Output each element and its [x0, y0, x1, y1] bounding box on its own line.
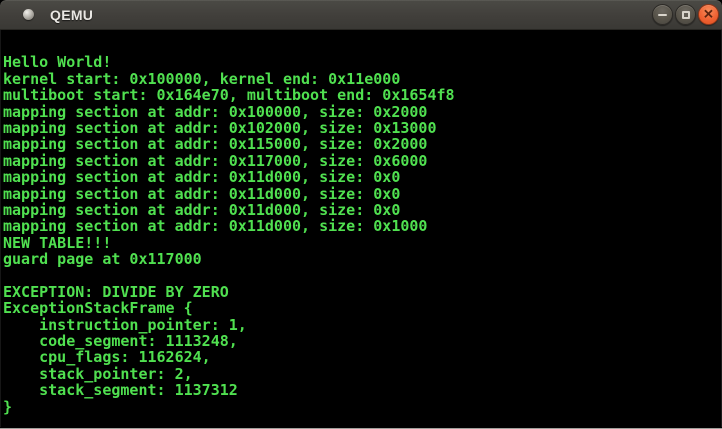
console-line: multiboot start: 0x164e70, multiboot end… [3, 86, 455, 105]
console-line: mapping section at addr: 0x115000, size:… [3, 135, 428, 154]
console-line: mapping section at addr: 0x102000, size:… [3, 118, 437, 137]
console-line: NEW TABLE!!! [3, 233, 112, 252]
titlebar[interactable]: QEMU ✕ [0, 0, 722, 30]
console-line: mapping section at addr: 0x11d000, size:… [3, 168, 401, 187]
console-line: stack_segment: 1137312 [3, 381, 238, 400]
close-button[interactable]: ✕ [698, 4, 719, 25]
console-line: mapping section at addr: 0x100000, size:… [3, 102, 428, 121]
console-line: stack_pointer: 2, [3, 364, 193, 383]
console-line: guard page at 0x117000 [3, 250, 202, 269]
console-screen[interactable]: Hello World! kernel start: 0x100000, kern… [0, 30, 722, 427]
console-line [3, 267, 721, 283]
console-line: mapping section at addr: 0x11d000, size:… [3, 184, 401, 203]
close-icon: ✕ [703, 6, 714, 22]
console-line [3, 38, 721, 54]
console-line: kernel start: 0x100000, kernel end: 0x11… [3, 69, 401, 88]
minimize-icon [658, 13, 667, 16]
maximize-button[interactable] [675, 4, 696, 25]
console-line: } [3, 397, 13, 416]
console-line: EXCEPTION: DIVIDE BY ZERO [3, 282, 229, 301]
window-title: QEMU [50, 6, 94, 23]
window-icon [23, 9, 34, 20]
console-line: mapping section at addr: 0x117000, size:… [3, 151, 428, 170]
maximize-icon [681, 10, 690, 19]
console-line: mapping section at addr: 0x11d000, size:… [3, 200, 401, 219]
console-line: mapping section at addr: 0x11d000, size:… [3, 217, 428, 236]
console-line: code_segment: 1113248, [3, 332, 238, 351]
console-line: instruction_pointer: 1, [3, 315, 247, 334]
window-controls: ✕ [652, 4, 719, 25]
console-line: ExceptionStackFrame { [3, 299, 193, 318]
console-line: cpu_flags: 1162624, [3, 348, 211, 367]
console-line: Hello World! [3, 53, 112, 72]
minimize-button[interactable] [652, 4, 673, 25]
